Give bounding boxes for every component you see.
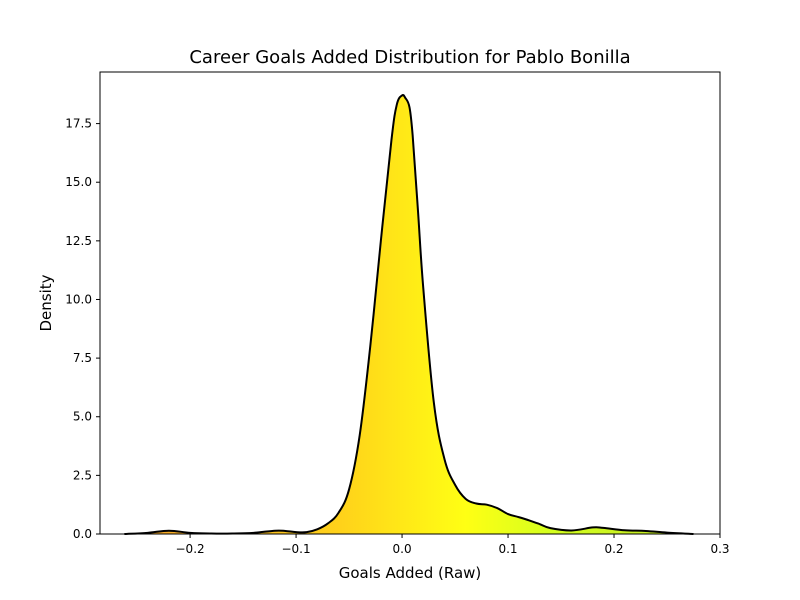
x-tick-label: −0.1 [281,542,310,556]
y-axis-ticks: 0.0 2.5 5.0 7.5 10.0 12.5 15.0 17.5 [65,117,100,541]
y-tick-label: 7.5 [73,351,92,365]
y-tick-label: 2.5 [73,468,92,482]
x-tick-label: 0.1 [498,542,517,556]
x-axis-label: Goals Added (Raw) [339,564,482,582]
x-tick-label: 0.0 [393,542,412,556]
y-tick-label: 5.0 [73,410,92,424]
y-tick-label: 0.0 [73,527,92,541]
x-tick-label: −0.2 [176,542,205,556]
y-axis-label: Density [37,274,55,331]
y-tick-label: 17.5 [65,117,92,131]
density-fill-area [124,94,694,534]
x-tick-label: 0.2 [604,542,623,556]
chart-title: Career Goals Added Distribution for Pabl… [189,47,630,68]
y-tick-label: 10.0 [65,292,92,306]
plot-area [124,94,694,535]
x-axis-ticks: −0.2 −0.1 0.0 0.1 0.2 0.3 [176,534,730,556]
plot-frame [99,71,721,535]
y-tick-label: 12.5 [65,234,92,248]
y-tick-label: 15.0 [65,175,92,189]
density-curve-line [124,94,694,535]
x-tick-label: 0.3 [710,542,729,556]
